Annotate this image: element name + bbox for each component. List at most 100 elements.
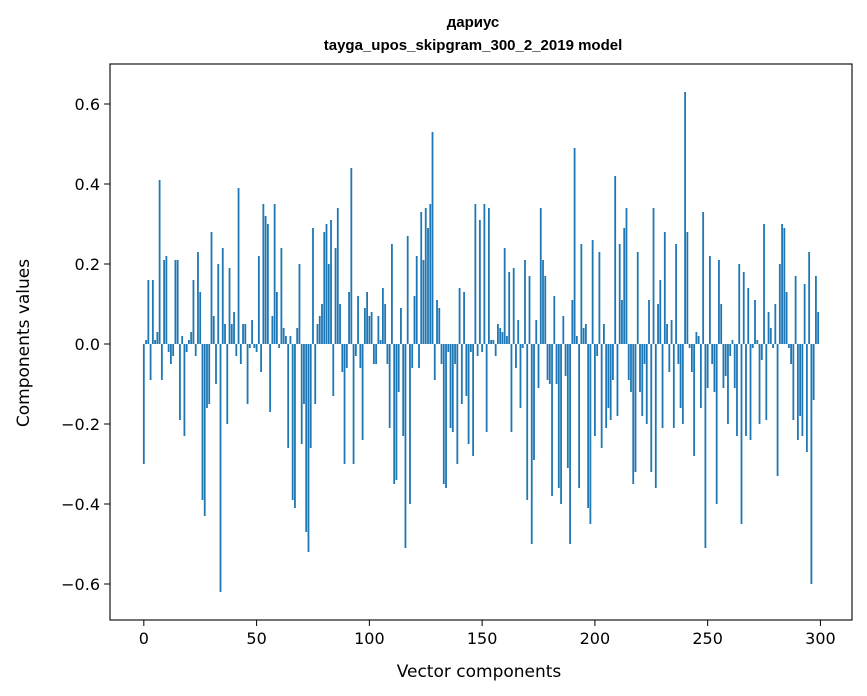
bar bbox=[465, 344, 468, 396]
bar bbox=[630, 344, 632, 392]
bar bbox=[612, 344, 614, 380]
bar bbox=[255, 344, 258, 352]
bar bbox=[160, 344, 163, 380]
x-tick-label: 0 bbox=[139, 629, 149, 648]
bar bbox=[188, 340, 190, 344]
bar bbox=[271, 316, 274, 344]
bar bbox=[280, 248, 283, 344]
bar bbox=[406, 236, 409, 344]
bar bbox=[445, 344, 447, 488]
bar bbox=[808, 252, 811, 344]
bar bbox=[765, 344, 768, 420]
bar bbox=[790, 344, 792, 364]
bar bbox=[675, 244, 677, 344]
bar bbox=[219, 344, 222, 592]
bar bbox=[760, 344, 763, 360]
bar bbox=[248, 344, 251, 348]
bar bbox=[785, 292, 788, 344]
bar bbox=[298, 264, 301, 344]
x-tick-label: 150 bbox=[467, 629, 498, 648]
bar bbox=[747, 288, 750, 344]
bar bbox=[370, 312, 373, 344]
bar bbox=[303, 344, 305, 404]
bar bbox=[154, 340, 156, 344]
bar bbox=[327, 264, 330, 344]
bar bbox=[440, 344, 443, 364]
bar bbox=[677, 344, 680, 364]
x-tick-label: 250 bbox=[692, 629, 723, 648]
bar bbox=[388, 344, 391, 428]
bar bbox=[210, 232, 213, 344]
bar bbox=[318, 316, 321, 344]
bar bbox=[681, 344, 684, 424]
bar bbox=[778, 264, 781, 344]
bar bbox=[481, 344, 484, 352]
bar bbox=[497, 324, 499, 344]
bar bbox=[487, 208, 490, 344]
bar bbox=[296, 328, 299, 344]
bar bbox=[749, 344, 752, 440]
bar bbox=[273, 204, 276, 344]
bar bbox=[542, 260, 544, 344]
bar bbox=[693, 344, 696, 456]
bar bbox=[564, 344, 567, 376]
x-tick-label: 300 bbox=[805, 629, 836, 648]
bar bbox=[221, 248, 224, 344]
bar bbox=[783, 228, 786, 344]
bar bbox=[706, 344, 709, 388]
bar bbox=[420, 212, 423, 344]
x-tick-label: 200 bbox=[580, 629, 611, 648]
x-tick-label: 50 bbox=[246, 629, 266, 648]
bar bbox=[422, 260, 425, 344]
bar bbox=[526, 344, 529, 500]
bar bbox=[185, 344, 188, 352]
bar bbox=[603, 324, 605, 344]
y-tick-label: −0.2 bbox=[61, 415, 100, 434]
bar bbox=[212, 316, 215, 344]
bar bbox=[424, 208, 427, 344]
bar bbox=[551, 344, 553, 496]
bar bbox=[411, 344, 414, 368]
bar bbox=[447, 344, 450, 352]
bar bbox=[262, 204, 265, 344]
bar bbox=[402, 344, 405, 436]
bar bbox=[625, 208, 628, 344]
bar bbox=[666, 324, 668, 344]
bar bbox=[183, 344, 186, 436]
bar bbox=[605, 344, 608, 428]
bar bbox=[472, 344, 474, 456]
bar bbox=[569, 344, 571, 544]
bar bbox=[501, 332, 504, 344]
bar bbox=[393, 344, 396, 484]
bar bbox=[614, 176, 617, 344]
bar bbox=[632, 344, 635, 484]
bar bbox=[384, 304, 387, 344]
y-axis-ticks: 0.6 0.4 0.2 0.0 −0.2 −0.4 −0.6 bbox=[61, 95, 110, 594]
bar bbox=[314, 344, 317, 404]
bar bbox=[158, 180, 161, 344]
bar bbox=[582, 328, 585, 344]
bar bbox=[702, 212, 705, 344]
bar bbox=[253, 344, 256, 348]
bar bbox=[433, 344, 436, 380]
bar bbox=[149, 344, 152, 380]
bar bbox=[521, 344, 524, 348]
bar bbox=[287, 344, 290, 448]
bar bbox=[722, 344, 725, 388]
bar bbox=[650, 344, 653, 472]
bar bbox=[648, 300, 650, 344]
bar bbox=[600, 344, 603, 448]
bar bbox=[745, 344, 747, 436]
bar bbox=[519, 344, 522, 408]
bar bbox=[145, 340, 147, 344]
y-tick-label: 0.2 bbox=[75, 255, 100, 274]
bar bbox=[264, 216, 267, 344]
bar bbox=[359, 344, 362, 368]
bars-group bbox=[142, 92, 820, 592]
bar bbox=[379, 340, 382, 344]
bar bbox=[589, 344, 592, 524]
bar bbox=[711, 344, 714, 364]
bar bbox=[289, 336, 292, 344]
bar bbox=[336, 208, 339, 344]
bar bbox=[772, 344, 774, 348]
